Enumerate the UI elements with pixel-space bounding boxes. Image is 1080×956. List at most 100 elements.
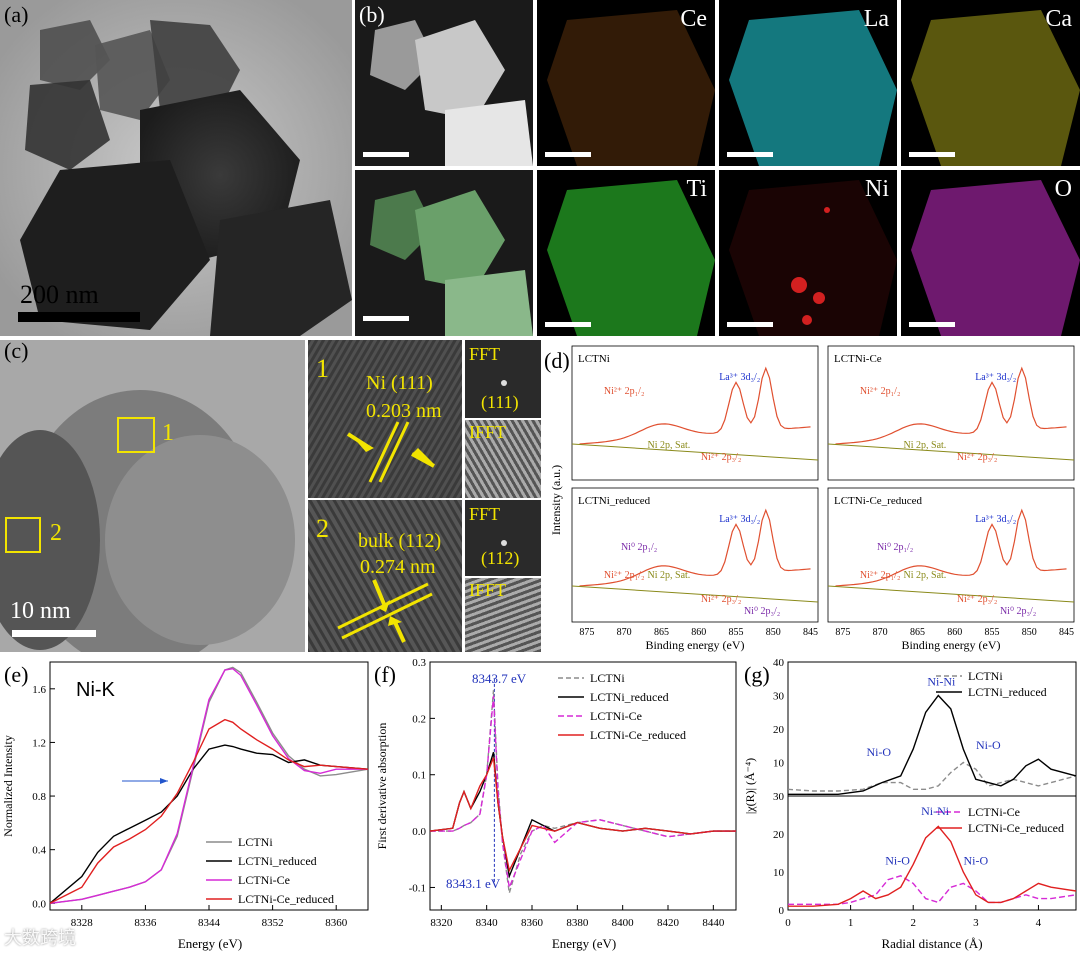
y-tick-label: 10 xyxy=(773,867,785,879)
xps-x-tick-label: 865 xyxy=(910,627,925,638)
xps-x-tick-label: 850 xyxy=(766,627,781,638)
scale-label-c: 10 nm xyxy=(10,598,71,624)
tem-particles xyxy=(0,0,352,336)
eds-map-la: La xyxy=(719,0,897,166)
x-tick-label: 3 xyxy=(973,917,979,929)
xps-la-label: La³⁺ 3d₃/₂ xyxy=(719,372,760,383)
xps-ylabel: Intensity (a.u.) xyxy=(549,465,563,535)
xps-subplot-title: LCTNi xyxy=(578,353,610,365)
x-tick-label: 8352 xyxy=(262,917,284,929)
y-tick-label: 30 xyxy=(773,691,785,703)
haadf-image: (b) xyxy=(355,0,533,166)
scale-bar-o xyxy=(909,322,955,327)
y-tick-label: 0 xyxy=(779,905,785,917)
scale-bar-overlay xyxy=(363,316,409,321)
xps-x-tick-label: 855 xyxy=(729,627,744,638)
arrowhead-e xyxy=(160,778,168,784)
exafs-panel-g: (g) |χ(R)| (Å⁻⁴) Radial distance (Å) 0 1 2… xyxy=(743,657,1077,951)
legend-entry: LCTNi xyxy=(968,669,1003,683)
y-tick-label: 40 xyxy=(773,657,785,669)
xps-subplot-title: LCTNi-Ce xyxy=(834,353,882,365)
panel-f-label: (f) xyxy=(374,662,396,687)
legend-entry: LCTNi xyxy=(238,835,273,849)
f-ann2: 8343.1 eV xyxy=(446,876,501,891)
x-tick-label: 8420 xyxy=(657,917,680,929)
f-ylabel: First derivative absorption xyxy=(375,723,389,850)
xps-ni0-32-label: Ni⁰ 2p₃/₂ xyxy=(744,606,780,617)
inset2-plane: bulk (112) xyxy=(358,530,442,552)
peak-label: Ni-Ni xyxy=(921,804,950,818)
x-tick-label: 8328 xyxy=(71,917,94,929)
x-tick-label: 8360 xyxy=(325,917,348,929)
series-line-lctni-ce-reduced xyxy=(788,825,1077,907)
e-ylabel: Normalized Intensity xyxy=(1,735,15,837)
xps-subplot-frame xyxy=(571,487,819,623)
x-tick-label: 2 xyxy=(910,917,916,929)
ifft-2: IFFT xyxy=(465,578,541,652)
xps-sat-label: Ni 2p, Sat. xyxy=(648,440,691,451)
y-tick-label: 0.2 xyxy=(412,713,426,725)
series-line-lctni-reduced xyxy=(49,744,369,904)
xps-xlabel: Binding energy (eV) xyxy=(901,638,1000,652)
panel-a-label: (a) xyxy=(4,2,29,27)
inset2-number: 2 xyxy=(316,514,329,543)
peak-label: Ni-O xyxy=(963,853,988,867)
x-tick-label: 8400 xyxy=(612,917,635,929)
legend-entry: LCTNi xyxy=(590,671,625,685)
y-tick-label: 20 xyxy=(773,724,785,736)
peak-label: Ni-Ni xyxy=(927,674,956,688)
y-tick-label: 0.0 xyxy=(32,898,46,910)
peak-label: Ni-O xyxy=(866,745,891,759)
x-tick-label: 1 xyxy=(848,917,854,929)
xps-ni2-32-label: Ni²⁺ 2p₃/₂ xyxy=(701,452,742,463)
xps-x-tick-label: 875 xyxy=(579,627,594,638)
xps-ni2-12-label: Ni²⁺ 2p₁/₂ xyxy=(860,386,901,397)
xps-panel-d: (d) Intensity (a.u.) LCTNi La³⁺ 3d₃/₂ Ni²⁺… xyxy=(544,345,1075,652)
xps-envelope xyxy=(579,508,811,587)
xps-x-tick-label: 850 xyxy=(1022,627,1037,638)
inset2-dspacing: 0.274 nm xyxy=(360,556,436,578)
xps-sat-label: Ni 2p, Sat. xyxy=(648,570,691,581)
x-tick-label: 8380 xyxy=(566,917,589,929)
scale-bar-a xyxy=(18,312,140,322)
legend-entry: LCTNi-Ce_reduced xyxy=(968,821,1064,835)
lattice-inset-2: 2 bulk (112) 0.274 nm xyxy=(308,500,462,652)
label-o: O xyxy=(1054,176,1072,202)
g-xlabel: Radial distance (Å) xyxy=(881,936,982,951)
y-tick-label: 20 xyxy=(773,829,785,841)
x-tick-label: 8440 xyxy=(702,917,725,929)
xps-x-tick-label: 860 xyxy=(947,627,962,638)
ifft2-label: IFFT xyxy=(469,580,507,600)
y-tick-label: 0.1 xyxy=(412,770,426,782)
box2-label: 2 xyxy=(50,520,62,546)
e-xlabel: Energy (eV) xyxy=(178,936,242,951)
scale-bar-c xyxy=(12,630,96,637)
fft1-spot xyxy=(501,380,507,386)
scale-label-a: 200 nm xyxy=(20,280,99,309)
xps-x-tick-label: 870 xyxy=(873,627,888,638)
label-la: La xyxy=(863,6,889,32)
series-line-lctni xyxy=(49,666,369,904)
series-line-lctni-ce-reduced xyxy=(49,718,369,904)
eds-map-ce: Ce xyxy=(537,0,715,166)
x-tick-label: 8360 xyxy=(521,917,544,929)
xps-ni0-12-label: Ni⁰ 2p₁/₂ xyxy=(621,542,657,553)
y-tick-label: 30 xyxy=(773,791,785,803)
xps-xlabel: Binding energy (eV) xyxy=(645,638,744,652)
xanes-panel-e: (e) Ni-K Normalized Intensity Energy (eV… xyxy=(1,661,369,951)
y-tick-label: 0.4 xyxy=(32,845,46,857)
y-tick-label: 0.0 xyxy=(412,826,426,838)
label-ti: Ti xyxy=(686,176,707,202)
scale-bar-ti xyxy=(545,322,591,327)
xps-subplot-frame xyxy=(571,345,819,481)
series-line-lctni-ce xyxy=(49,667,368,904)
ifft1-label: IFFT xyxy=(469,422,507,442)
eds-panel-b: (b) Ce La Ca Ti Ni O xyxy=(355,0,1080,336)
panel-d-label: (d) xyxy=(544,348,570,373)
deriv-panel-f: (f) First derivative absorption Energy (… xyxy=(374,657,737,951)
y-tick-label: -0.1 xyxy=(409,882,426,894)
series-line-lctni-ce xyxy=(430,695,736,891)
fft2-spot xyxy=(501,540,507,546)
xps-x-tick-label: 875 xyxy=(835,627,850,638)
xps-la-label: La³⁺ 3d₃/₂ xyxy=(975,514,1016,525)
